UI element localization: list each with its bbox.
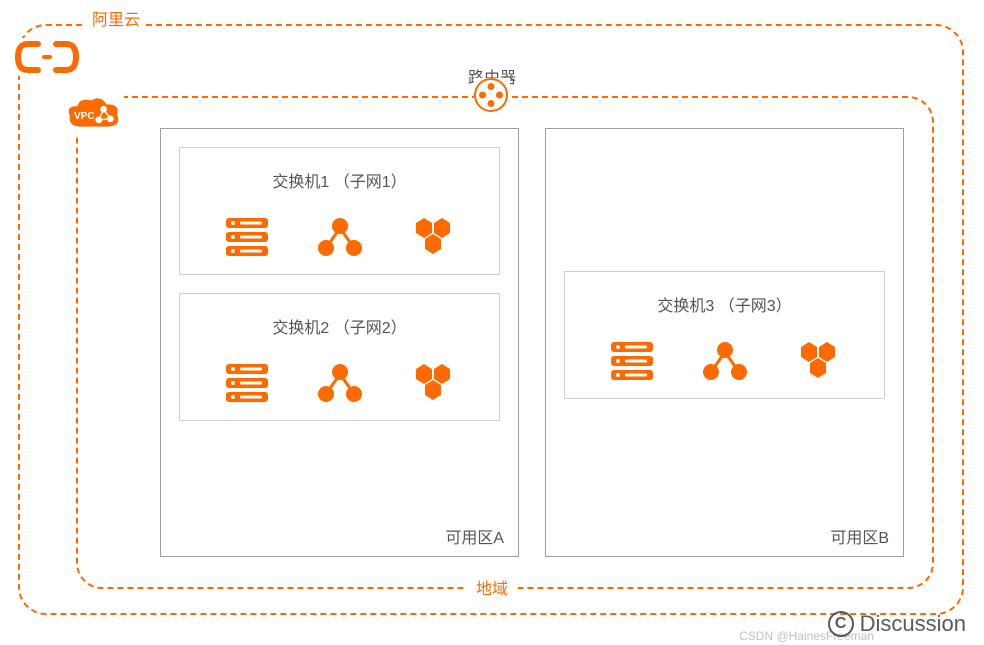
watermark: C Discussion	[828, 611, 966, 637]
switch-box: 交换机2 （子网2）	[179, 293, 500, 421]
zone-label: 可用区A	[445, 524, 504, 548]
zone-label: 可用区B	[830, 524, 889, 548]
switch-box: 交换机1 （子网1）	[179, 147, 500, 275]
region-label: 地域	[466, 575, 518, 599]
server-icon	[222, 216, 272, 258]
zone-a: 交换机1 （子网1） 交换机2 （子网2） 可用区A	[160, 128, 519, 557]
icon-row	[194, 216, 485, 258]
cloud-bracket-icon	[14, 38, 80, 76]
cloud-label: 阿里云	[86, 6, 146, 30]
server-icon	[607, 340, 657, 382]
hex-cluster-icon	[408, 362, 458, 404]
router-icon	[474, 78, 510, 114]
hex-cluster-icon	[408, 216, 458, 258]
watermark-text: Discussion	[860, 611, 966, 637]
vpc-label: VPC	[74, 111, 95, 122]
server-icon	[222, 362, 272, 404]
cluster-icon	[700, 340, 750, 382]
icon-row	[579, 340, 870, 382]
cluster-icon	[315, 362, 365, 404]
hex-cluster-icon	[793, 340, 843, 382]
switch-box: 交换机3 （子网3）	[564, 271, 885, 399]
switch-title: 交换机1 （子网1）	[194, 168, 485, 192]
cluster-icon	[315, 216, 365, 258]
zone-b: 交换机3 （子网3） 可用区B	[545, 128, 904, 557]
icon-row	[194, 362, 485, 404]
switch-title: 交换机3 （子网3）	[579, 292, 870, 316]
switch-title: 交换机2 （子网2）	[194, 314, 485, 338]
copyright-icon: C	[828, 611, 854, 637]
zones-container: 交换机1 （子网1） 交换机2 （子网2） 可用区A 交换机3 （子网3）	[160, 128, 904, 557]
